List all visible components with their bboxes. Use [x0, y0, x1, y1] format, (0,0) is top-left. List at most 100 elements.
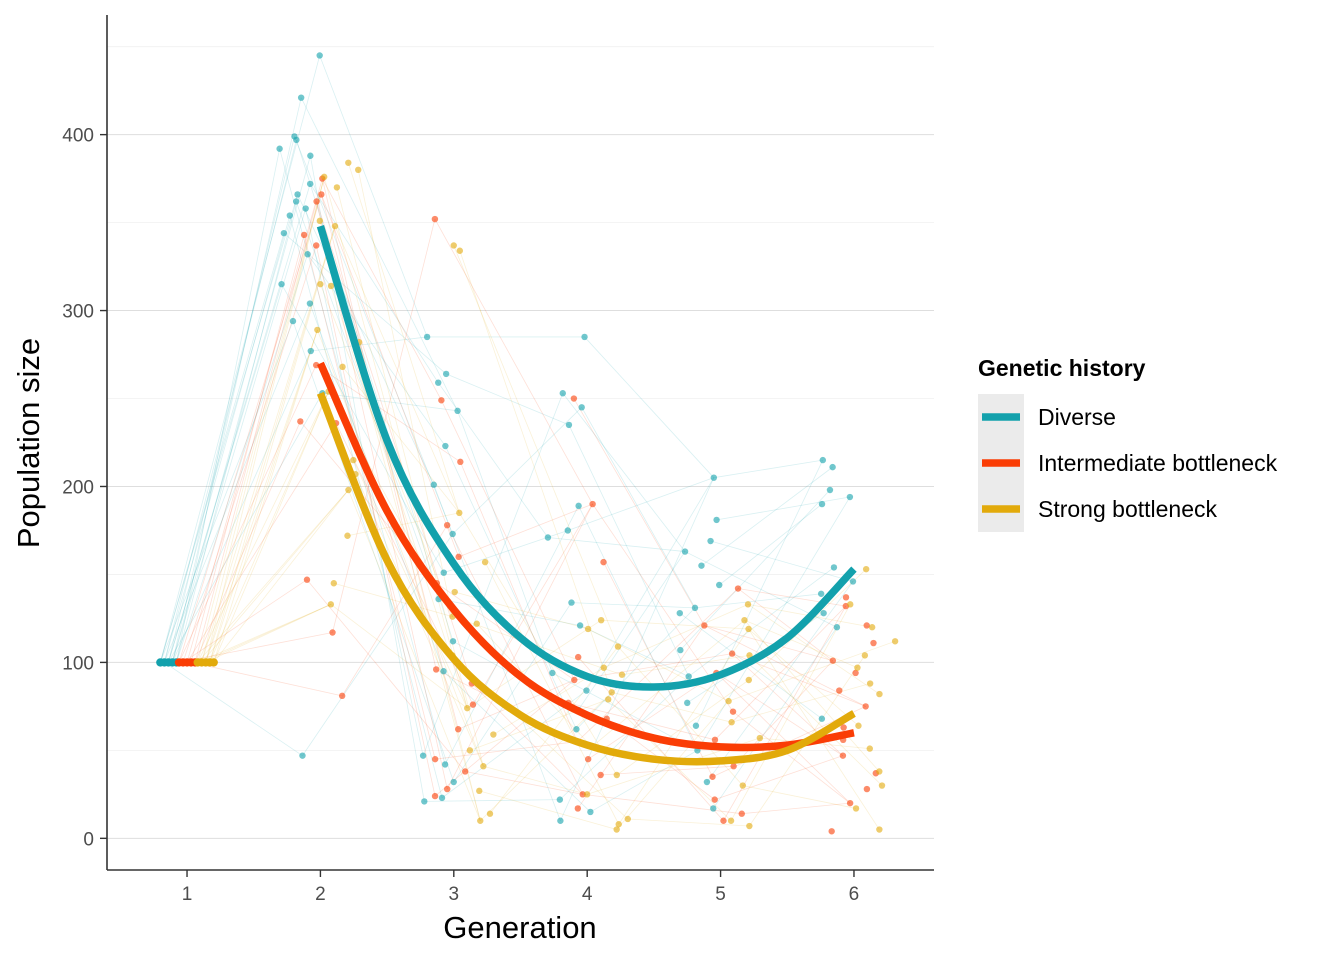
trajectory-line: [441, 690, 587, 799]
trend-line-strong-bottleneck: [316, 391, 856, 766]
trajectory-line: [576, 588, 739, 742]
trajectory-line: [186, 422, 337, 663]
data-point-intermediate-bottleneck: [469, 701, 477, 708]
data-point-diverse: [826, 486, 834, 494]
data-point-strong-bottleneck: [862, 565, 870, 573]
data-point-strong-bottleneck: [615, 821, 622, 828]
trajectory-line: [694, 593, 822, 609]
data-point-diverse: [293, 136, 300, 144]
data-point-strong-bottleneck: [725, 697, 732, 705]
trajectory-line: [742, 785, 857, 809]
data-point-diverse: [450, 778, 457, 786]
trajectory-line: [601, 619, 749, 630]
data-point-strong-bottleneck: [608, 689, 615, 696]
data-point-intermediate-bottleneck: [455, 726, 462, 733]
trajectory-line: [730, 604, 851, 821]
trajectory-line: [315, 245, 436, 797]
trajectory-line: [159, 320, 294, 663]
trajectory-line: [712, 626, 838, 809]
data-point-strong-bottleneck: [317, 280, 324, 288]
data-point-strong-bottleneck: [476, 787, 483, 795]
x-tick-label: 3: [449, 884, 460, 905]
data-point-strong-bottleneck: [613, 826, 620, 833]
data-point-intermediate-bottleneck: [444, 785, 451, 793]
trajectory-line: [600, 765, 734, 776]
data-point-intermediate-bottleneck: [863, 785, 871, 793]
trajectory-line: [435, 741, 578, 760]
trajectory-line: [171, 97, 302, 663]
trajectory-line: [334, 225, 460, 514]
data-point-diverse: [306, 180, 314, 188]
trajectory-line: [737, 588, 834, 661]
trajectory-line: [209, 329, 318, 663]
data-point-intermediate-bottleneck: [839, 752, 847, 759]
trajectory-line: [578, 551, 686, 711]
data-point-diverse: [833, 624, 841, 631]
data-point-intermediate-bottleneck: [870, 639, 877, 647]
data-point-strong-bottleneck: [891, 638, 899, 645]
trajectory-line: [452, 407, 582, 535]
data-point-strong-bottleneck: [344, 532, 351, 539]
trajectory-line: [209, 226, 336, 663]
data-point-intermediate-bottleneck: [836, 687, 843, 694]
trajectory-line: [310, 336, 428, 352]
trajectory-line: [695, 459, 824, 726]
trajectory-line: [574, 653, 733, 681]
y-tick-label: 400: [62, 126, 94, 147]
trajectory-line: [333, 582, 453, 618]
data-point-strong-bottleneck: [854, 664, 861, 671]
data-point-diverse: [583, 687, 590, 694]
trajectory-line: [171, 155, 311, 663]
data-point-intermediate-bottleneck: [461, 768, 469, 775]
data-point-strong-bottleneck: [878, 782, 886, 789]
trajectory-line: [330, 604, 468, 709]
trajectory-line: [552, 672, 698, 751]
trajectory-line: [178, 364, 317, 663]
trajectory-line: [163, 139, 297, 663]
data-point-strong-bottleneck: [597, 616, 605, 624]
trajectory-line: [190, 662, 343, 697]
data-point-strong-bottleneck: [739, 782, 746, 789]
trajectory-line: [201, 176, 325, 663]
data-point-strong-bottleneck: [355, 166, 362, 174]
trajectory-line: [748, 628, 859, 727]
data-point-diverse: [278, 280, 285, 288]
legend-label: Diverse: [1038, 404, 1116, 430]
data-point-diverse: [423, 333, 431, 341]
data-point-intermediate-bottleneck: [728, 650, 736, 657]
data-point-intermediate-bottleneck: [443, 521, 451, 529]
trajectory-line: [163, 303, 311, 663]
data-point-strong-bottleneck: [876, 690, 883, 698]
data-point-strong-bottleneck: [756, 734, 764, 742]
data-point-diverse: [677, 646, 684, 654]
trajectory-line: [296, 139, 454, 642]
trajectory-line: [300, 97, 458, 412]
data-point-diverse: [449, 638, 457, 645]
trajectory-line: [178, 194, 322, 663]
trajectory-line: [294, 136, 454, 535]
data-point-diverse: [440, 668, 447, 675]
trajectory-line: [330, 285, 468, 709]
data-point-diverse: [442, 442, 449, 450]
data-point-diverse: [435, 379, 442, 386]
data-point-strong-bottleneck: [333, 184, 341, 191]
y-tick-label: 0: [83, 829, 94, 850]
trajectory-line: [621, 654, 750, 676]
data-point-diverse: [316, 52, 323, 59]
trajectory-line: [347, 162, 460, 513]
trajectory-line: [748, 568, 867, 681]
data-point-intermediate-bottleneck: [840, 724, 847, 731]
trajectory-line: [479, 790, 617, 830]
data-point-diverse: [703, 778, 711, 786]
data-point-diverse: [289, 317, 297, 325]
data-point-strong-bottleneck: [868, 624, 876, 631]
trajectory-line: [710, 540, 854, 582]
trajectory-line: [741, 802, 851, 815]
data-point-diverse: [713, 516, 720, 524]
data-point-diverse: [438, 794, 446, 802]
data-point-strong-bottleneck: [209, 658, 218, 667]
legend-label: Intermediate bottleneck: [1038, 450, 1278, 476]
data-point-strong-bottleneck: [339, 363, 346, 371]
trajectory-line: [197, 391, 329, 663]
